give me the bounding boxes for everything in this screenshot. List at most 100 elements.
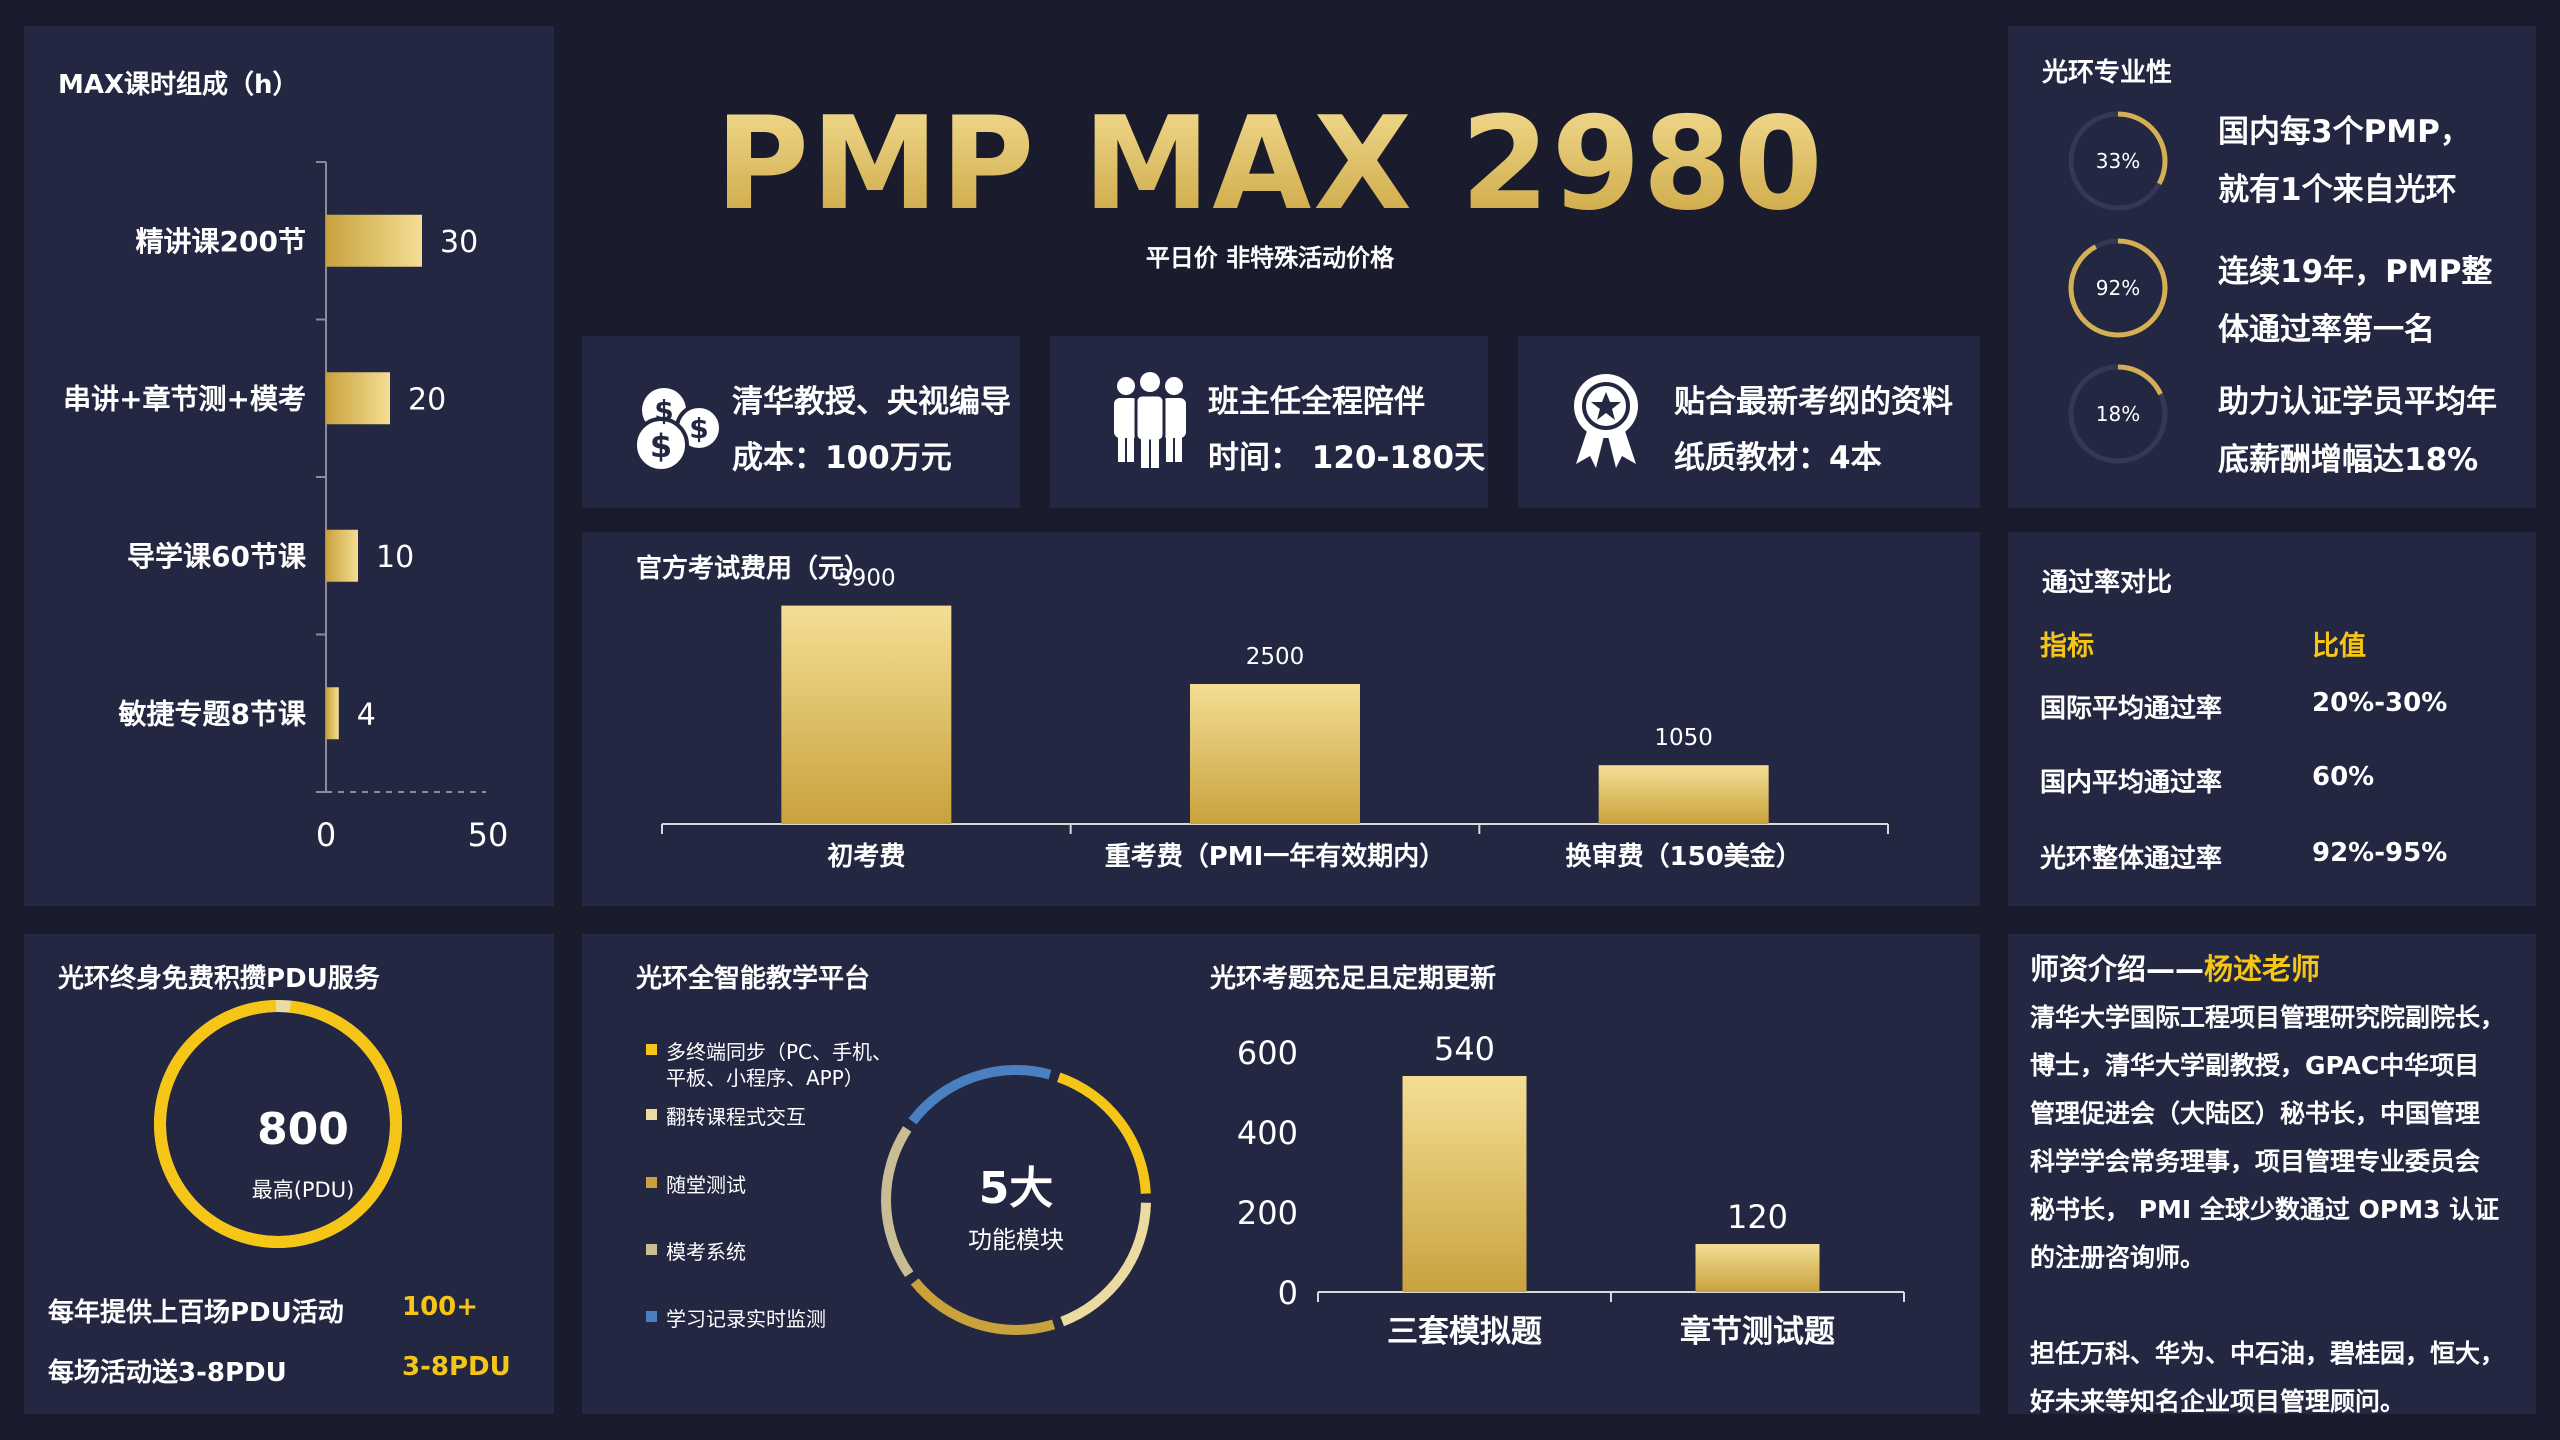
- professional-ring-label: 92%: [2096, 276, 2140, 300]
- questions-value-label: 540: [1434, 1030, 1495, 1068]
- hours-bar: [326, 372, 390, 425]
- legend-label-5: 学习记录实时监测: [666, 1307, 826, 1331]
- pdu-panel: 光环终身免费积攒PDU服务 800 最高(PDU) 每年提供上百场PDU活动 1…: [24, 934, 554, 1414]
- fee-chart: 3900 初考费 2500 重考费（PMI一年有效期内） 1050 换审费（150美金）: [661, 566, 1889, 872]
- teacher-bio-line-3: 管理促进会（大陆区）秘书长，中国管理: [2030, 1099, 2481, 1128]
- hours-category-label: 串讲+章节测+模考: [63, 382, 306, 415]
- svg-text:$: $: [654, 394, 673, 427]
- platform-center-value: 5大: [978, 1163, 1054, 1214]
- svg-text:$: $: [650, 427, 672, 465]
- pdu-ring: [154, 1000, 402, 1248]
- hours-panel: MAX课时组成（h） 精讲课200节 30 串讲+章节测+模考 20 导学课60节课 10…: [24, 26, 554, 906]
- legend-label-2: 翻转课程式交互: [666, 1105, 806, 1129]
- professional-ring-progress: [2068, 364, 2168, 464]
- page-subtitle: 平日价 非特殊活动价格: [1145, 244, 1395, 272]
- fee-bar: [1190, 684, 1360, 824]
- questions-bar: [1695, 1244, 1820, 1292]
- fee-title: 官方考试费用（元）: [636, 554, 871, 584]
- legend-marker-1: [646, 1044, 657, 1055]
- hours-value-label: 20: [408, 382, 446, 417]
- legend-label-4: 模考系统: [666, 1240, 746, 1264]
- pass-rate-row-2-value: 60%: [2312, 762, 2375, 792]
- professional-ring-label: 33%: [2096, 149, 2140, 173]
- pdu-row-1-value: 100+: [402, 1292, 479, 1322]
- feature-1-line1: 清华教授、央视编导: [732, 384, 1011, 420]
- hours-value-label: 30: [440, 225, 478, 260]
- teacher-bio-line-2: 博士，清华大学副教授，GPAC中华项目: [2030, 1051, 2480, 1080]
- hours-x-tick-label: 0: [316, 816, 336, 854]
- professional-2-line1: 连续19年，PMP整: [2218, 254, 2493, 290]
- platform-donut-slice: [1060, 1202, 1151, 1327]
- money-icon: $ $ $: [633, 388, 723, 473]
- pass-rate-header-ratio: 比值: [2312, 631, 2366, 662]
- legend-label-1-line2: 平板、小程序、APP）: [666, 1066, 864, 1090]
- questions-bar: [1402, 1076, 1527, 1292]
- professional-3-line1: 助力认证学员平均年: [2218, 384, 2497, 420]
- feature-card-3: 贴合最新考纲的资料 纸质教材：4本: [1518, 336, 1980, 508]
- questions-title: 光环考题充足且定期更新: [1210, 964, 1497, 994]
- legend-marker-5: [646, 1311, 657, 1322]
- teacher-name: 杨述老师: [2204, 952, 2321, 986]
- fee-bar: [1598, 765, 1769, 824]
- platform-donut: 0 200 400 600 540 三套模拟题 120 章节测试题: [881, 1030, 1905, 1350]
- pdu-row-1-label: 每年提供上百场PDU活动: [48, 1298, 344, 1328]
- pass-rate-row-1-value: 20%-30%: [2312, 688, 2448, 718]
- pass-rate-row-3-label: 光环整体通过率: [2040, 844, 2223, 874]
- hours-value-label: 10: [376, 540, 414, 575]
- pdu-caption: 最高(PDU): [251, 1178, 355, 1202]
- teacher-title: 师资介绍——杨述老师: [2030, 946, 2320, 988]
- professional-1-line1: 国内每3个PMP，: [2218, 114, 2471, 150]
- platform-donut-slice: [1057, 1072, 1151, 1194]
- fee-bar: [781, 605, 952, 824]
- pdu-row-2-label: 每场活动送3-8PDU: [48, 1358, 287, 1388]
- teacher-bio-line-5: 秘书长， PMI 全球少数通过 OPM3 认证: [2030, 1195, 2500, 1224]
- professional-ring-progress: [2068, 238, 2168, 338]
- pdu-title: 光环终身免费积攒PDU服务: [58, 964, 380, 994]
- hours-bar: [326, 687, 339, 740]
- teacher-bio-line-6: 的注册咨询师。: [2030, 1243, 2206, 1272]
- platform-title: 光环全智能教学平台: [636, 964, 871, 994]
- people-icon: [1114, 372, 1186, 468]
- page-title: PMP MAX 2980: [560, 90, 1980, 239]
- hours-value-label: 4: [357, 697, 376, 732]
- hours-category-label: 导学课60节课: [127, 540, 307, 573]
- platform-panel: 光环全智能教学平台 光环考题充足且定期更新 多终端同步（PC、手机、 平板、小程…: [582, 934, 1980, 1414]
- award-icon: [1574, 374, 1638, 468]
- questions-y-tick-label: 400: [1237, 1114, 1298, 1152]
- professional-3-line2: 底薪酬增幅达18%: [2218, 442, 2479, 478]
- pdu-row-2-value: 3-8PDU: [402, 1352, 511, 1382]
- feature-2-line2: 时间： 120-180天: [1208, 440, 1486, 476]
- platform-center-caption: 功能模块: [968, 1226, 1064, 1254]
- professional-1-line2: 就有1个来自光环: [2218, 172, 2457, 208]
- legend-label-1-line1: 多终端同步（PC、手机、: [666, 1040, 893, 1064]
- hours-bar: [326, 529, 358, 582]
- questions-category-label: 章节测试题: [1680, 1314, 1835, 1350]
- questions-category-label: 三套模拟题: [1387, 1314, 1542, 1350]
- hours-category-label: 敏捷专题8节课: [118, 697, 307, 730]
- questions-value-label: 120: [1727, 1198, 1788, 1236]
- pass-rate-title: 通过率对比: [2042, 568, 2173, 598]
- professional-ring-label: 18%: [2096, 402, 2140, 426]
- professional-panel: 光环专业性 33% 92% 18% 国内每3个PMP， 就有1个来自光环 连续19年…: [2008, 26, 2536, 508]
- legend-marker-4: [646, 1244, 657, 1255]
- questions-y-tick-label: 200: [1237, 1194, 1298, 1232]
- fee-value-label: 3900: [837, 566, 896, 592]
- fee-value-label: 2500: [1246, 644, 1305, 670]
- teacher-bio-line-1: 清华大学国际工程项目管理研究院副院长，: [2030, 1003, 2506, 1032]
- pass-rate-header-metric: 指标: [2040, 631, 2094, 662]
- feature-card-1: $ $ $ 清华教授、央视编导 成本：100万元: [582, 336, 1020, 508]
- fee-category-label: 初考费: [827, 842, 905, 872]
- feature-1-line2: 成本：100万元: [732, 440, 952, 476]
- feature-2-line1: 班主任全程陪伴: [1208, 384, 1425, 420]
- pdu-ring-progress: [154, 1000, 402, 1248]
- teacher-bio-line-4: 科学学会常务理事，项目管理专业委员会: [2030, 1147, 2481, 1176]
- feature-3-line2: 纸质教材：4本: [1674, 440, 1882, 476]
- teacher-bio-line-8: 好未来等知名企业项目管理顾问。: [2030, 1387, 2406, 1414]
- hours-title: MAX课时组成（h）: [58, 70, 299, 100]
- hours-bar: [326, 214, 422, 267]
- platform-donut-slice: [910, 1278, 1056, 1335]
- questions-y-tick-label: 600: [1237, 1034, 1298, 1072]
- pass-rate-row-1-label: 国际平均通过率: [2040, 694, 2223, 724]
- professional-rings: 33% 92% 18%: [2068, 111, 2168, 464]
- fee-category-label: 换审费（150美金）: [1566, 841, 1802, 872]
